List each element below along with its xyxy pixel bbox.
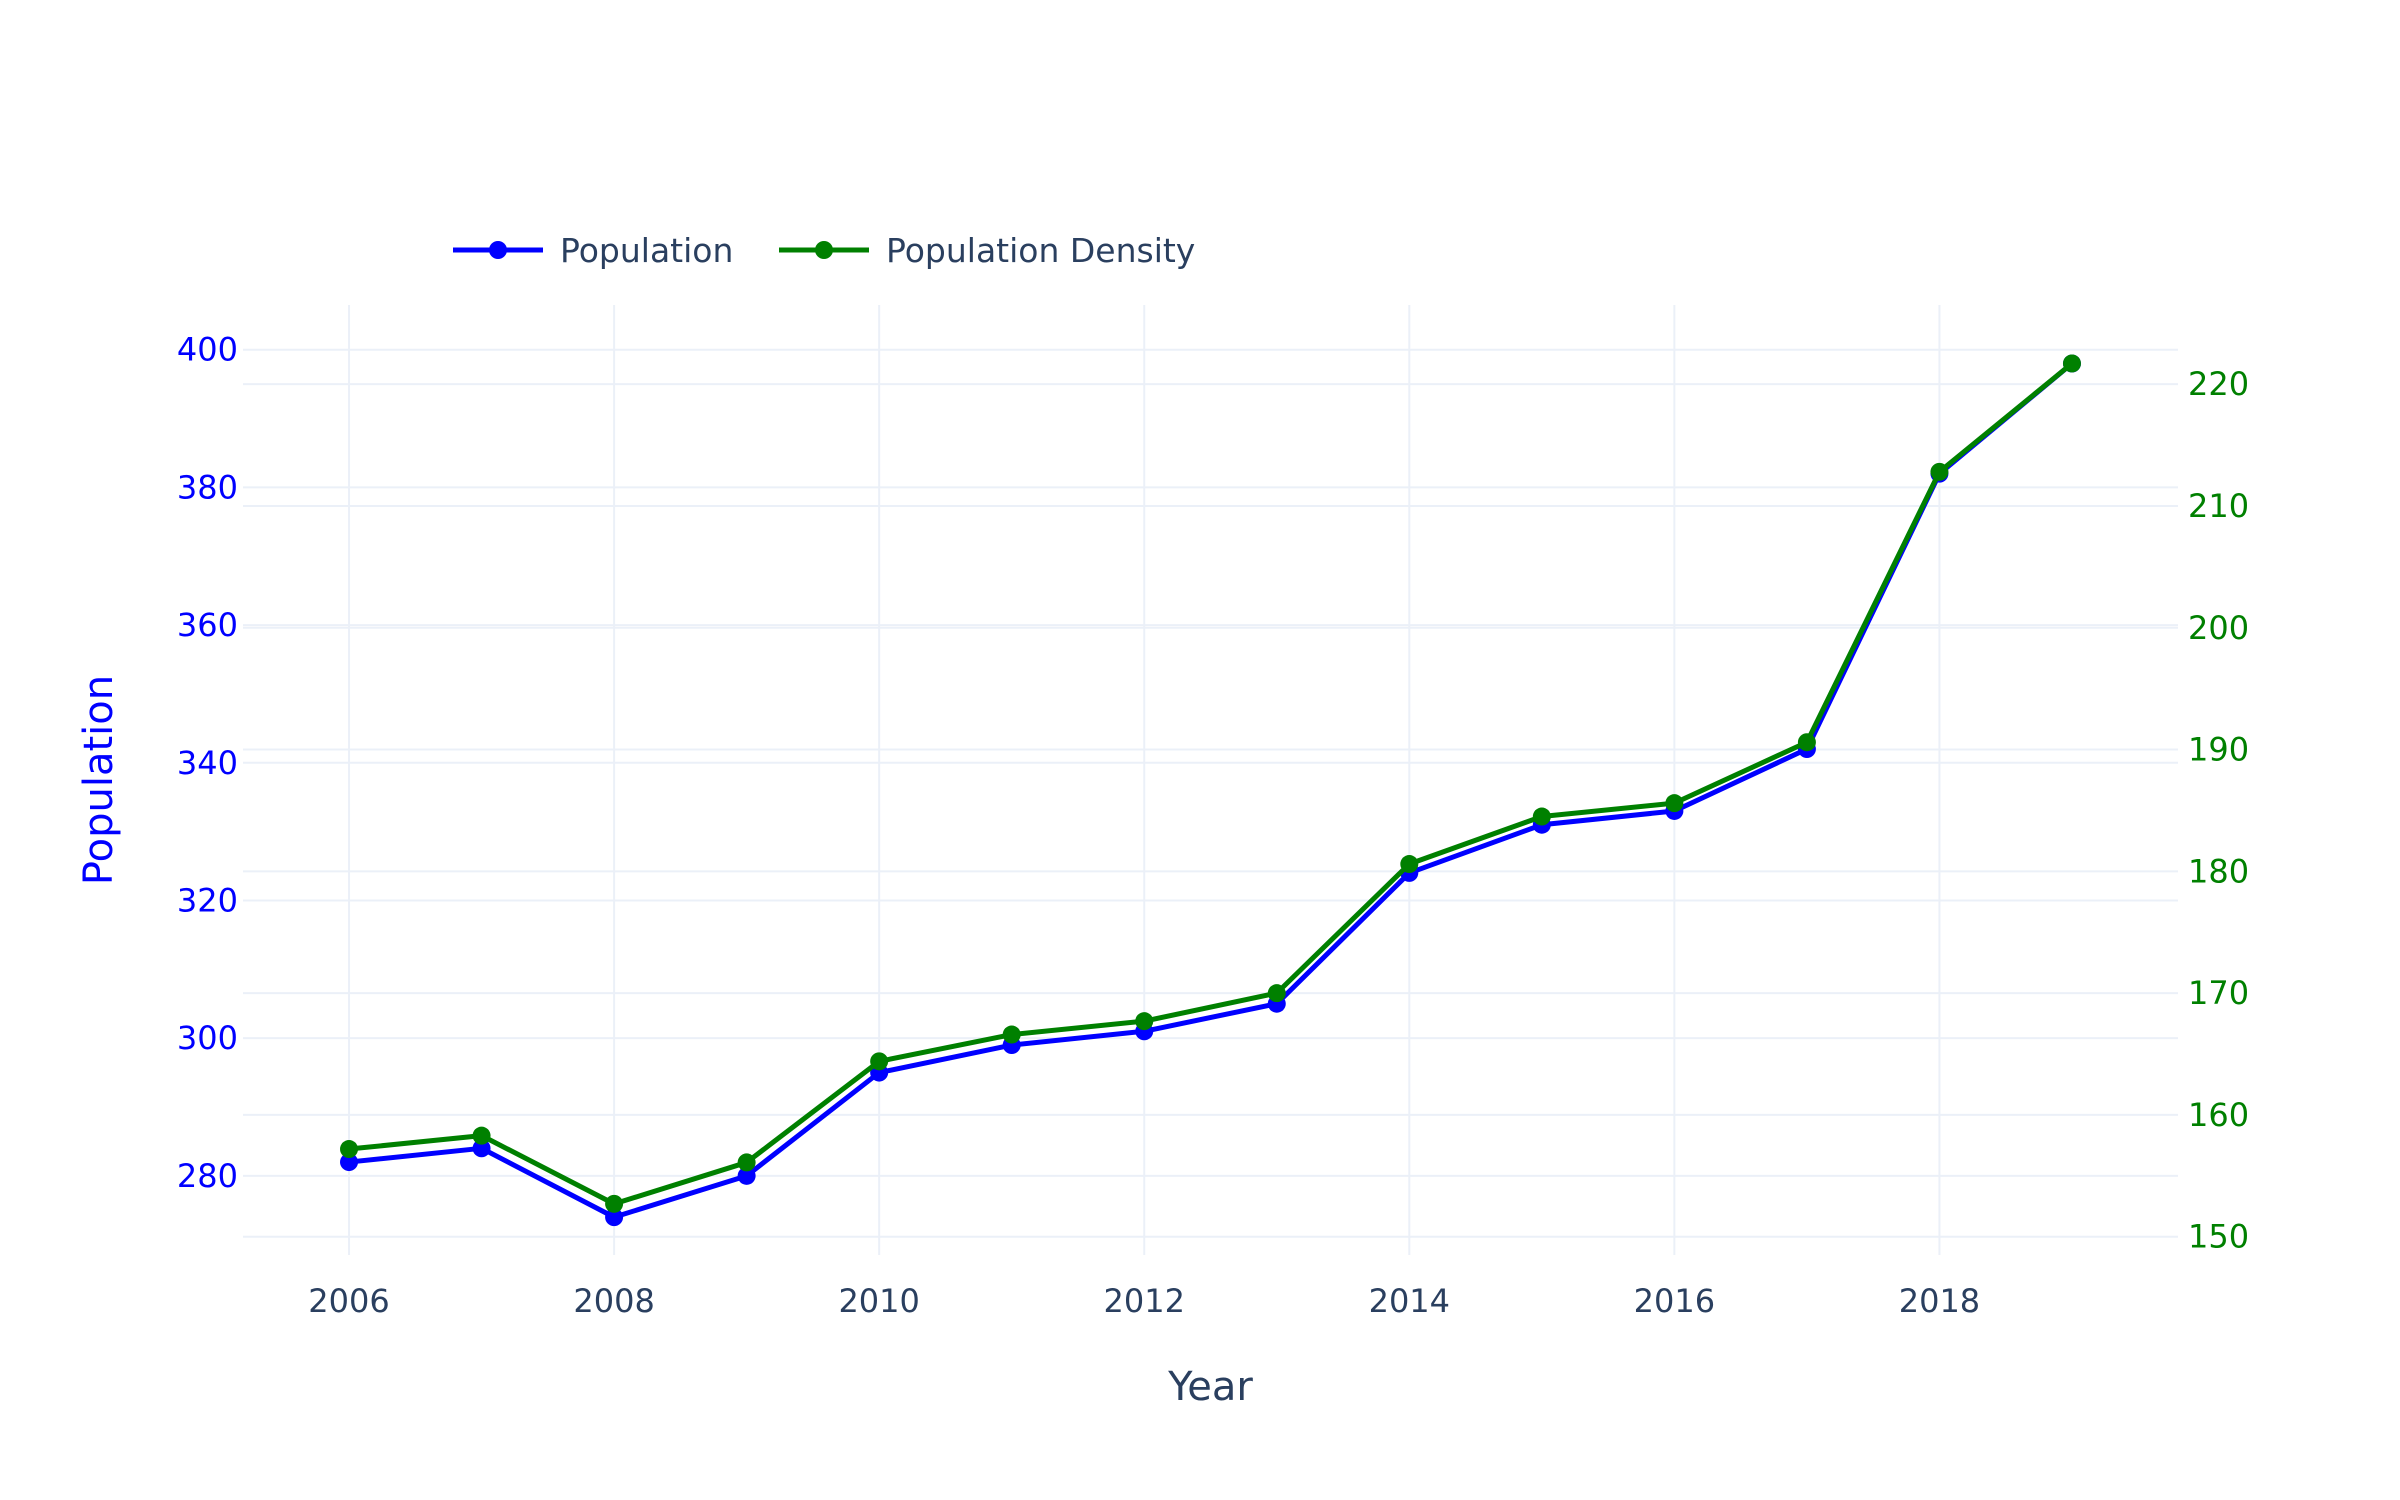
legend-label: Population Density xyxy=(886,231,1195,270)
x-tick-label: 2006 xyxy=(308,1282,389,1320)
y2-tick-label: 180 xyxy=(2188,852,2249,890)
y2-tick-label: 220 xyxy=(2188,365,2249,403)
x-tick-label: 2014 xyxy=(1369,1282,1450,1320)
legend-item-1: Population Density xyxy=(779,231,1195,270)
y-tick-label: 400 xyxy=(177,331,238,369)
x-tick-label: 2010 xyxy=(838,1282,919,1320)
y-tick-label: 300 xyxy=(177,1019,238,1057)
y-axis-title: Population xyxy=(76,675,122,885)
y-tick-label: 320 xyxy=(177,881,238,919)
y-tick-label: 340 xyxy=(177,744,238,782)
data-point xyxy=(1665,794,1684,813)
y2-tick-label: 170 xyxy=(2188,974,2249,1012)
data-point xyxy=(2062,354,2081,373)
series-line-0 xyxy=(348,361,2074,1220)
data-point xyxy=(1135,1012,1154,1031)
y2-tick-label: 210 xyxy=(2188,487,2249,525)
y2-tick-label: 150 xyxy=(2188,1218,2249,1256)
legend: Population Population Density xyxy=(453,231,1195,270)
data-point xyxy=(1930,462,1949,481)
data-point xyxy=(737,1153,756,1172)
legend-swatch-marker xyxy=(489,241,507,259)
y2-tick-label: 200 xyxy=(2188,609,2249,647)
data-point xyxy=(1400,855,1419,874)
grid-lines xyxy=(243,305,2178,1255)
legend-label: Population xyxy=(560,231,733,270)
plot-area xyxy=(243,305,2178,1255)
data-point xyxy=(1267,984,1286,1003)
data-point xyxy=(1797,733,1816,752)
data-point xyxy=(605,1208,624,1227)
data-point xyxy=(605,1194,624,1213)
data-point xyxy=(340,1153,359,1172)
x-tick-label: 2018 xyxy=(1899,1282,1980,1320)
y-tick-label: 280 xyxy=(177,1157,238,1195)
y-tick-label: 360 xyxy=(177,606,238,644)
data-point xyxy=(1002,1025,1021,1044)
y2-tick-label: 190 xyxy=(2188,731,2249,769)
x-axis-title: Year xyxy=(1167,1364,1253,1410)
x-tick-label: 2012 xyxy=(1104,1282,1185,1320)
data-point xyxy=(870,1052,889,1071)
data-point xyxy=(472,1139,491,1158)
y-tick-label: 380 xyxy=(177,468,238,506)
series-line-1 xyxy=(348,361,2074,1207)
series-layer xyxy=(340,354,2081,1227)
legend-item-0: Population xyxy=(453,231,733,270)
axes: 2006 2008 2010 2012 2014 2016 2018 280 300 320 340… xyxy=(76,331,2249,1410)
data-point xyxy=(472,1126,491,1145)
data-point xyxy=(737,1166,756,1185)
legend-swatch-marker xyxy=(815,241,833,259)
x-tick-label: 2016 xyxy=(1634,1282,1715,1320)
data-point xyxy=(1532,807,1551,826)
data-point xyxy=(340,1140,359,1159)
x-tick-label: 2008 xyxy=(573,1282,654,1320)
y2-tick-label: 160 xyxy=(2188,1096,2249,1134)
